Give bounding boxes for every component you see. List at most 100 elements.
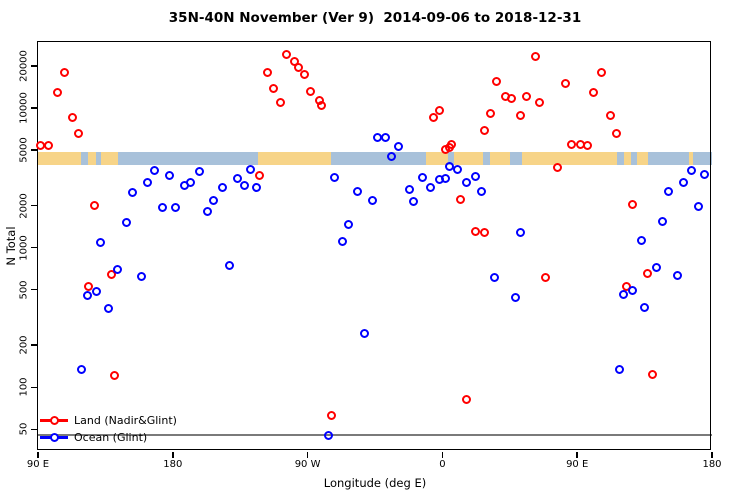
y-tick bbox=[31, 386, 37, 389]
data-point-ocean bbox=[91, 286, 101, 296]
data-point-ocean bbox=[127, 188, 137, 198]
strip-segment-ocean bbox=[617, 152, 625, 166]
data-point-land bbox=[43, 141, 53, 151]
data-point-ocean bbox=[165, 171, 175, 181]
data-point-ocean bbox=[82, 290, 92, 300]
data-point-land bbox=[647, 370, 657, 380]
data-point-land bbox=[521, 92, 531, 102]
strip-segment-ocean bbox=[447, 152, 454, 166]
data-point-land bbox=[428, 112, 438, 122]
data-point-ocean bbox=[367, 196, 377, 206]
data-point-ocean bbox=[686, 166, 696, 176]
x-tick-label: 90 W bbox=[294, 459, 321, 470]
data-point-land bbox=[470, 227, 480, 237]
strip-segment-ocean bbox=[509, 152, 523, 166]
data-point-ocean bbox=[470, 172, 480, 182]
data-point-ocean bbox=[246, 165, 256, 175]
x-tick bbox=[306, 452, 309, 458]
threshold-line bbox=[38, 434, 712, 436]
data-point-ocean bbox=[76, 365, 86, 375]
data-point-ocean bbox=[352, 187, 362, 197]
data-point-ocean bbox=[700, 170, 709, 180]
data-point-ocean bbox=[490, 273, 500, 283]
data-point-ocean bbox=[409, 197, 419, 207]
y-tick bbox=[31, 344, 37, 346]
data-point-land bbox=[268, 84, 278, 94]
data-point-land bbox=[506, 93, 516, 103]
strip-segment-land bbox=[38, 152, 81, 166]
data-point-ocean bbox=[232, 174, 242, 184]
data-point-ocean bbox=[136, 272, 146, 282]
x-tick bbox=[172, 452, 174, 458]
strip-segment-ocean bbox=[482, 152, 491, 166]
x-tick bbox=[576, 452, 578, 458]
y-tick-label: 10000 bbox=[18, 91, 30, 124]
data-point-ocean bbox=[440, 174, 450, 184]
y-tick-label: 100 bbox=[18, 377, 30, 397]
data-point-ocean bbox=[515, 228, 525, 238]
x-tick bbox=[441, 452, 444, 458]
data-point-ocean bbox=[679, 178, 689, 188]
data-point-land bbox=[106, 270, 116, 280]
data-point-ocean bbox=[195, 167, 205, 177]
data-point-ocean bbox=[202, 207, 212, 217]
data-point-land bbox=[479, 228, 489, 238]
data-point-land bbox=[583, 141, 593, 151]
x-tick bbox=[711, 452, 713, 458]
data-point-land bbox=[262, 68, 272, 78]
y-tick-label: 1000 bbox=[18, 234, 30, 261]
data-point-land bbox=[434, 106, 444, 116]
data-point-ocean bbox=[112, 264, 122, 274]
strip-segment-ocean bbox=[95, 152, 102, 166]
y-tick bbox=[31, 246, 37, 249]
y-tick bbox=[31, 149, 37, 151]
data-point-ocean bbox=[324, 431, 334, 441]
data-point-ocean bbox=[386, 152, 396, 162]
plot-area-border bbox=[37, 41, 711, 450]
data-point-ocean bbox=[452, 165, 462, 175]
strip-segment-land bbox=[637, 152, 649, 166]
data-point-land bbox=[276, 97, 286, 107]
y-tick bbox=[31, 204, 37, 207]
legend-label: Ocean (Glint) bbox=[74, 431, 148, 444]
y-tick-label: 500 bbox=[18, 280, 30, 300]
data-point-land bbox=[300, 70, 310, 80]
data-point-ocean bbox=[171, 203, 181, 213]
strip-segment-ocean bbox=[648, 152, 690, 166]
y-tick bbox=[31, 107, 37, 109]
x-tick-label: 0 bbox=[439, 459, 446, 470]
strip-segment-ocean bbox=[693, 152, 712, 166]
data-point-land bbox=[90, 201, 100, 210]
data-point-land bbox=[255, 171, 265, 181]
y-tick-label: 5000 bbox=[18, 137, 30, 163]
data-point-ocean bbox=[380, 133, 390, 143]
y-tick-label: 50 bbox=[18, 422, 30, 436]
data-point-land bbox=[316, 101, 326, 111]
data-point-ocean bbox=[330, 173, 340, 183]
data-point-land bbox=[530, 51, 540, 61]
x-axis-label: Longitude (deg E) bbox=[323, 476, 427, 490]
data-point-ocean bbox=[217, 183, 227, 193]
strip-segment-land bbox=[522, 152, 618, 166]
data-point-ocean bbox=[476, 187, 486, 197]
data-point-land bbox=[327, 410, 337, 420]
data-point-land bbox=[553, 163, 563, 173]
x-tick-label: 90 E bbox=[26, 459, 50, 470]
data-point-ocean bbox=[511, 292, 521, 302]
data-point-land bbox=[52, 88, 62, 98]
x-tick-label: 90 E bbox=[566, 459, 589, 470]
data-point-ocean bbox=[640, 302, 650, 312]
y-tick-label: 2000 bbox=[18, 192, 30, 219]
data-point-land bbox=[628, 200, 638, 210]
data-point-ocean bbox=[337, 237, 347, 247]
data-point-ocean bbox=[186, 178, 196, 188]
strip-segment-ocean bbox=[117, 152, 258, 166]
strip-segment-ocean bbox=[330, 152, 426, 166]
data-point-ocean bbox=[394, 142, 404, 152]
data-point-ocean bbox=[240, 181, 250, 191]
x-tick-label: 180 bbox=[702, 459, 722, 470]
data-point-land bbox=[282, 50, 292, 60]
y-axis-label: N Total bbox=[4, 226, 18, 266]
data-point-land bbox=[643, 269, 653, 279]
data-point-ocean bbox=[658, 216, 668, 226]
